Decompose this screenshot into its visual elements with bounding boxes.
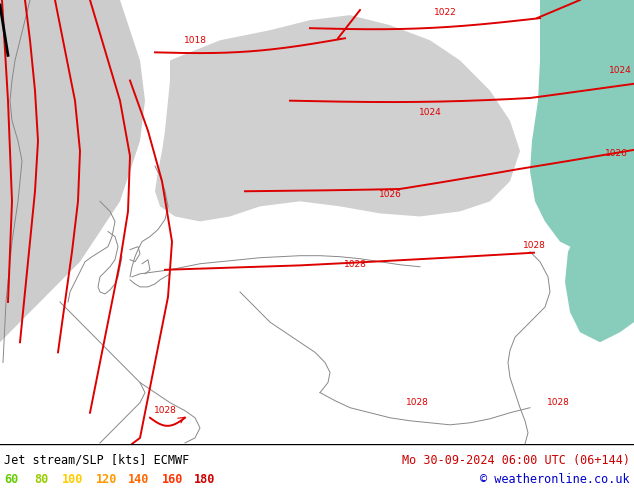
Text: 60: 60 xyxy=(4,473,18,487)
Text: 140: 140 xyxy=(128,473,150,487)
Polygon shape xyxy=(155,15,520,221)
Text: 1024: 1024 xyxy=(609,66,631,75)
Text: Mo 30-09-2024 06:00 UTC (06+144): Mo 30-09-2024 06:00 UTC (06+144) xyxy=(402,454,630,467)
Text: 120: 120 xyxy=(96,473,117,487)
Polygon shape xyxy=(530,0,634,252)
Polygon shape xyxy=(565,161,634,343)
Text: 80: 80 xyxy=(34,473,48,487)
Text: 160: 160 xyxy=(162,473,183,487)
Text: 1028: 1028 xyxy=(522,241,545,250)
Text: Jet stream/SLP [kts] ECMWF: Jet stream/SLP [kts] ECMWF xyxy=(4,454,190,467)
Text: 1022: 1022 xyxy=(434,7,456,17)
Text: 100: 100 xyxy=(62,473,84,487)
Text: 1024: 1024 xyxy=(418,108,441,117)
Text: © weatheronline.co.uk: © weatheronline.co.uk xyxy=(481,473,630,487)
Text: 1028: 1028 xyxy=(406,398,429,407)
Text: 1028: 1028 xyxy=(344,260,366,269)
Text: 180: 180 xyxy=(194,473,216,487)
Polygon shape xyxy=(0,0,145,343)
Text: 1026: 1026 xyxy=(605,148,628,157)
Text: 1028: 1028 xyxy=(547,398,569,407)
Text: 1028: 1028 xyxy=(153,406,176,415)
Text: 1026: 1026 xyxy=(378,190,401,199)
Text: 1018: 1018 xyxy=(183,36,207,45)
